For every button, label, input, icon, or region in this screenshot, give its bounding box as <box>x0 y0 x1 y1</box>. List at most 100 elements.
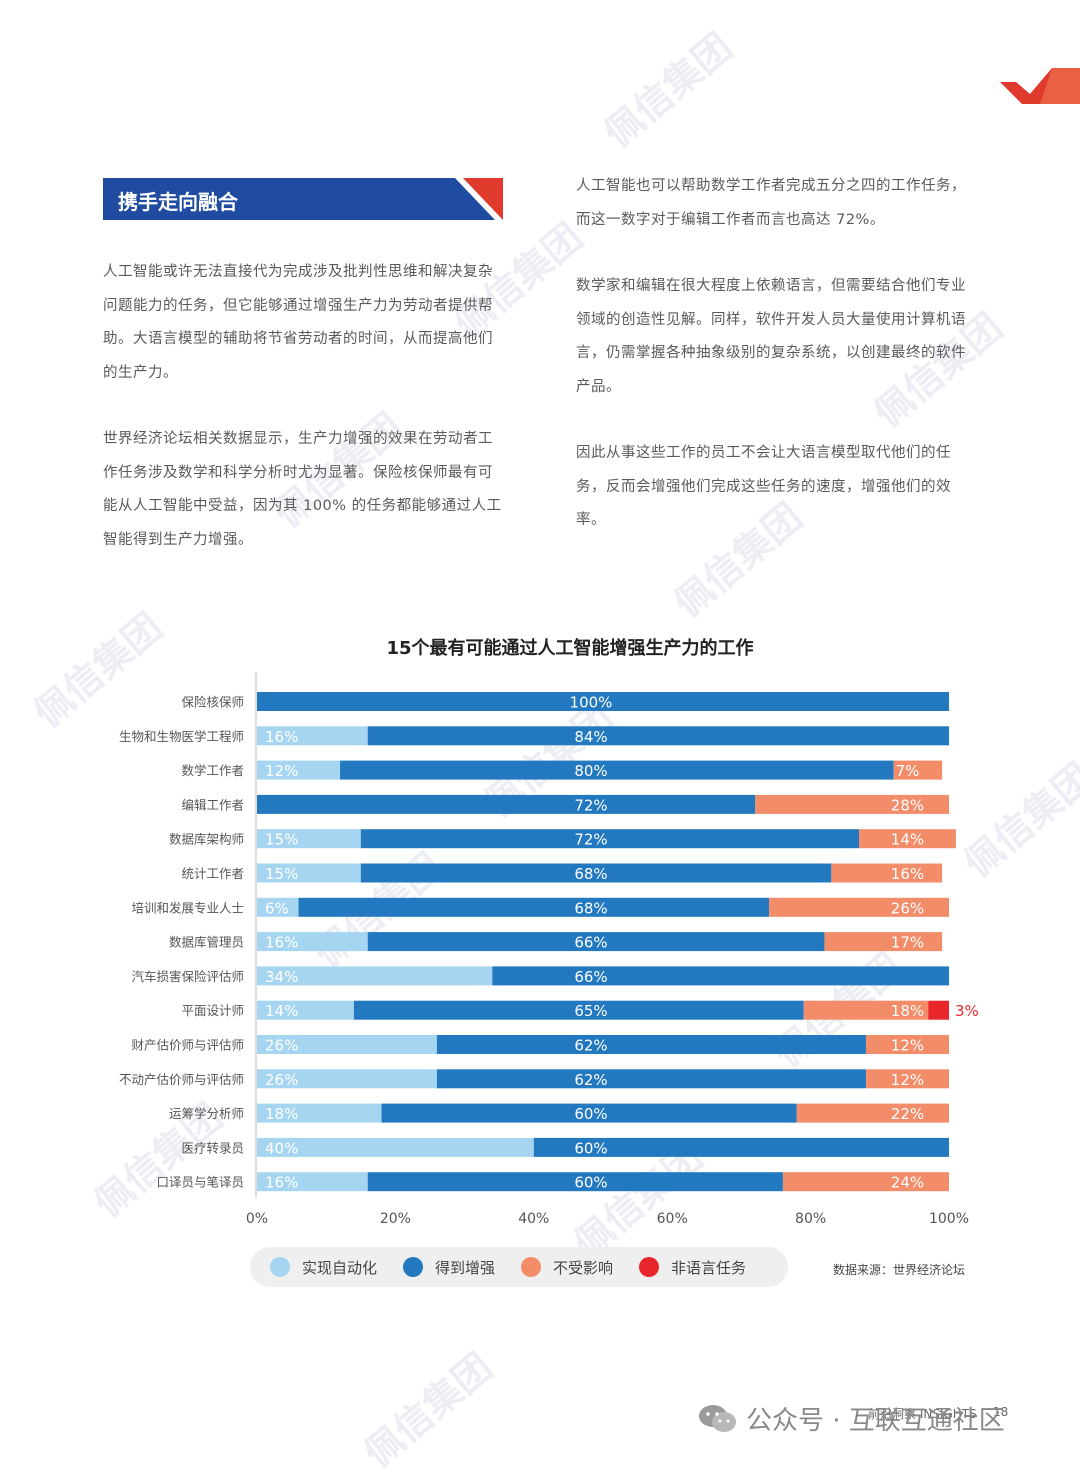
data-label: 40% <box>265 1139 298 1157</box>
x-tick-label: 20% <box>380 1211 411 1227</box>
data-label: 12% <box>891 1037 924 1055</box>
data-label: 3% <box>955 1002 979 1020</box>
data-label: 60% <box>574 1105 607 1123</box>
bar-segment <box>492 966 949 986</box>
legend-item-automated: 实现自动化 <box>270 1257 377 1278</box>
legend-swatch <box>639 1257 660 1277</box>
section-header: 携手走向融合 <box>103 178 503 220</box>
bar-segment <box>360 863 832 883</box>
data-label: 62% <box>574 1037 607 1055</box>
bar-segment <box>367 1172 783 1192</box>
data-label: 16% <box>265 934 298 952</box>
data-label: 26% <box>265 1071 298 1089</box>
bar-segment <box>257 863 361 883</box>
legend-item-nonlanguage: 非语言任务 <box>639 1257 746 1278</box>
data-label: 26% <box>265 1037 298 1055</box>
bar-segment <box>257 794 756 814</box>
bar-segment <box>865 1069 949 1089</box>
paragraph: 世界经济论坛相关数据显示，生产力增强的效果在劳动者工作任务涉及数学和科学分析时尤… <box>103 431 502 548</box>
data-label: 14% <box>265 1002 298 1020</box>
legend-item-unaffected: 不受影响 <box>521 1257 613 1278</box>
footer-brand: 前沿洞察 INSIGHTS <box>868 1407 977 1421</box>
data-label: 62% <box>574 1071 607 1089</box>
bar-segment <box>257 1172 368 1192</box>
data-label: 24% <box>891 1174 924 1192</box>
bar-segment <box>824 932 943 952</box>
data-label: 18% <box>265 1105 298 1123</box>
data-label: 12% <box>265 762 298 780</box>
bar-segment <box>803 1000 929 1020</box>
bar-segment <box>257 897 299 917</box>
bar-segment <box>257 692 949 711</box>
data-label: 100% <box>570 694 613 712</box>
paragraph: 人工智能也可以帮助数学工作者完成五分之四的工作任务，而这一数字对于编辑工作者而言… <box>576 178 966 228</box>
bar-segment <box>928 1000 949 1020</box>
bar-segment <box>436 1069 866 1089</box>
section-title: 携手走向融合 <box>118 190 238 214</box>
data-label: 66% <box>574 934 607 952</box>
data-label: 60% <box>574 1174 607 1192</box>
category-label: 生物和生物医学工程师 <box>119 729 244 744</box>
chart-legend: 实现自动化 得到增强 不受影响 非语言任务 <box>250 1247 788 1287</box>
chart-title: 15个最有可能通过人工智能增强生产力的工作 <box>386 638 754 659</box>
bar-segment <box>436 1035 866 1054</box>
x-tick-label: 100% <box>929 1211 969 1227</box>
category-label: 汽车损害保险评估师 <box>131 969 244 984</box>
wechat-icon <box>699 1404 736 1432</box>
bar-segment <box>769 897 949 917</box>
category-label: 数学工作者 <box>181 763 244 778</box>
bar-segment <box>340 760 894 780</box>
bar-segment <box>893 760 943 780</box>
bar-segment <box>782 1172 949 1192</box>
data-label: 68% <box>574 865 607 883</box>
bar-segment <box>257 1035 437 1054</box>
legend-item-augmented: 得到增强 <box>403 1257 495 1278</box>
data-label: 16% <box>265 1174 298 1192</box>
bar-segment <box>257 1137 534 1157</box>
category-label: 平面设计师 <box>181 1003 244 1018</box>
data-source: 数据来源：世界经济论坛 <box>833 1263 966 1277</box>
legend-label: 实现自动化 <box>302 1258 378 1277</box>
data-label: 84% <box>574 728 607 746</box>
legend-swatch <box>270 1257 290 1277</box>
legend-label: 非语言任务 <box>671 1258 747 1277</box>
data-label: 16% <box>891 865 924 883</box>
x-tick-label: 40% <box>518 1211 549 1227</box>
data-label: 6% <box>265 899 289 917</box>
bar-segment <box>353 1000 804 1020</box>
stacked-bar-chart: 保险核保师 100% 生物和生物医学工程师 16% 84% 数学工作者 12% 80% 7% 编辑… <box>119 672 979 1227</box>
data-label: 15% <box>265 831 298 849</box>
legend-label: 得到增强 <box>435 1258 496 1277</box>
bar-segment <box>257 726 368 746</box>
bar-segment <box>360 829 860 849</box>
data-label: 17% <box>891 934 924 952</box>
bar-segment <box>257 760 341 780</box>
bar-segment <box>831 863 943 883</box>
bar-segment <box>796 1103 949 1123</box>
paragraph: 因此从事这些工作的员工不会让大语言模型取代他们的任务，反而会增强他们完成这些任务… <box>576 445 951 528</box>
paragraph: 人工智能或许无法直接代为完成涉及批判性思维和解决复杂问题能力的任务，但它能够通过… <box>103 264 493 381</box>
bar-segment <box>865 1035 949 1054</box>
bar-segment <box>257 1103 382 1123</box>
bar-segment <box>367 726 950 746</box>
data-label: 12% <box>891 1071 924 1089</box>
data-label: 28% <box>891 796 924 814</box>
data-label: 72% <box>574 796 607 814</box>
bar-segment <box>859 829 956 849</box>
data-label: 34% <box>265 968 298 986</box>
bar-segment <box>257 966 493 986</box>
data-label: 65% <box>574 1002 607 1020</box>
category-label: 培训和发展专业人士 <box>131 900 244 915</box>
category-label: 统计工作者 <box>181 866 244 881</box>
category-label: 财产估价师与评估师 <box>131 1038 244 1053</box>
watermark: 佩信集团 <box>595 24 741 156</box>
data-label: 14% <box>891 831 924 849</box>
category-label: 保险核保师 <box>181 695 244 710</box>
legend-label: 不受影响 <box>553 1258 614 1277</box>
right-column: 人工智能也可以帮助数学工作者完成五分之四的工作任务，而这一数字对于编辑工作者而言… <box>576 170 978 571</box>
category-label: 数据库管理员 <box>169 935 244 950</box>
bar-segment <box>257 1000 354 1020</box>
data-label: 16% <box>265 728 298 746</box>
data-label: 18% <box>891 1002 924 1020</box>
watermark: 佩信集团 <box>355 1344 501 1476</box>
